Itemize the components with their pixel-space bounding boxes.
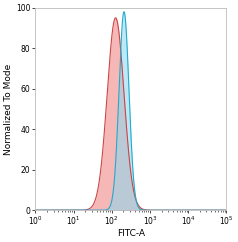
X-axis label: FITC-A: FITC-A <box>117 229 145 238</box>
Y-axis label: Normalized To Mode: Normalized To Mode <box>4 63 13 155</box>
